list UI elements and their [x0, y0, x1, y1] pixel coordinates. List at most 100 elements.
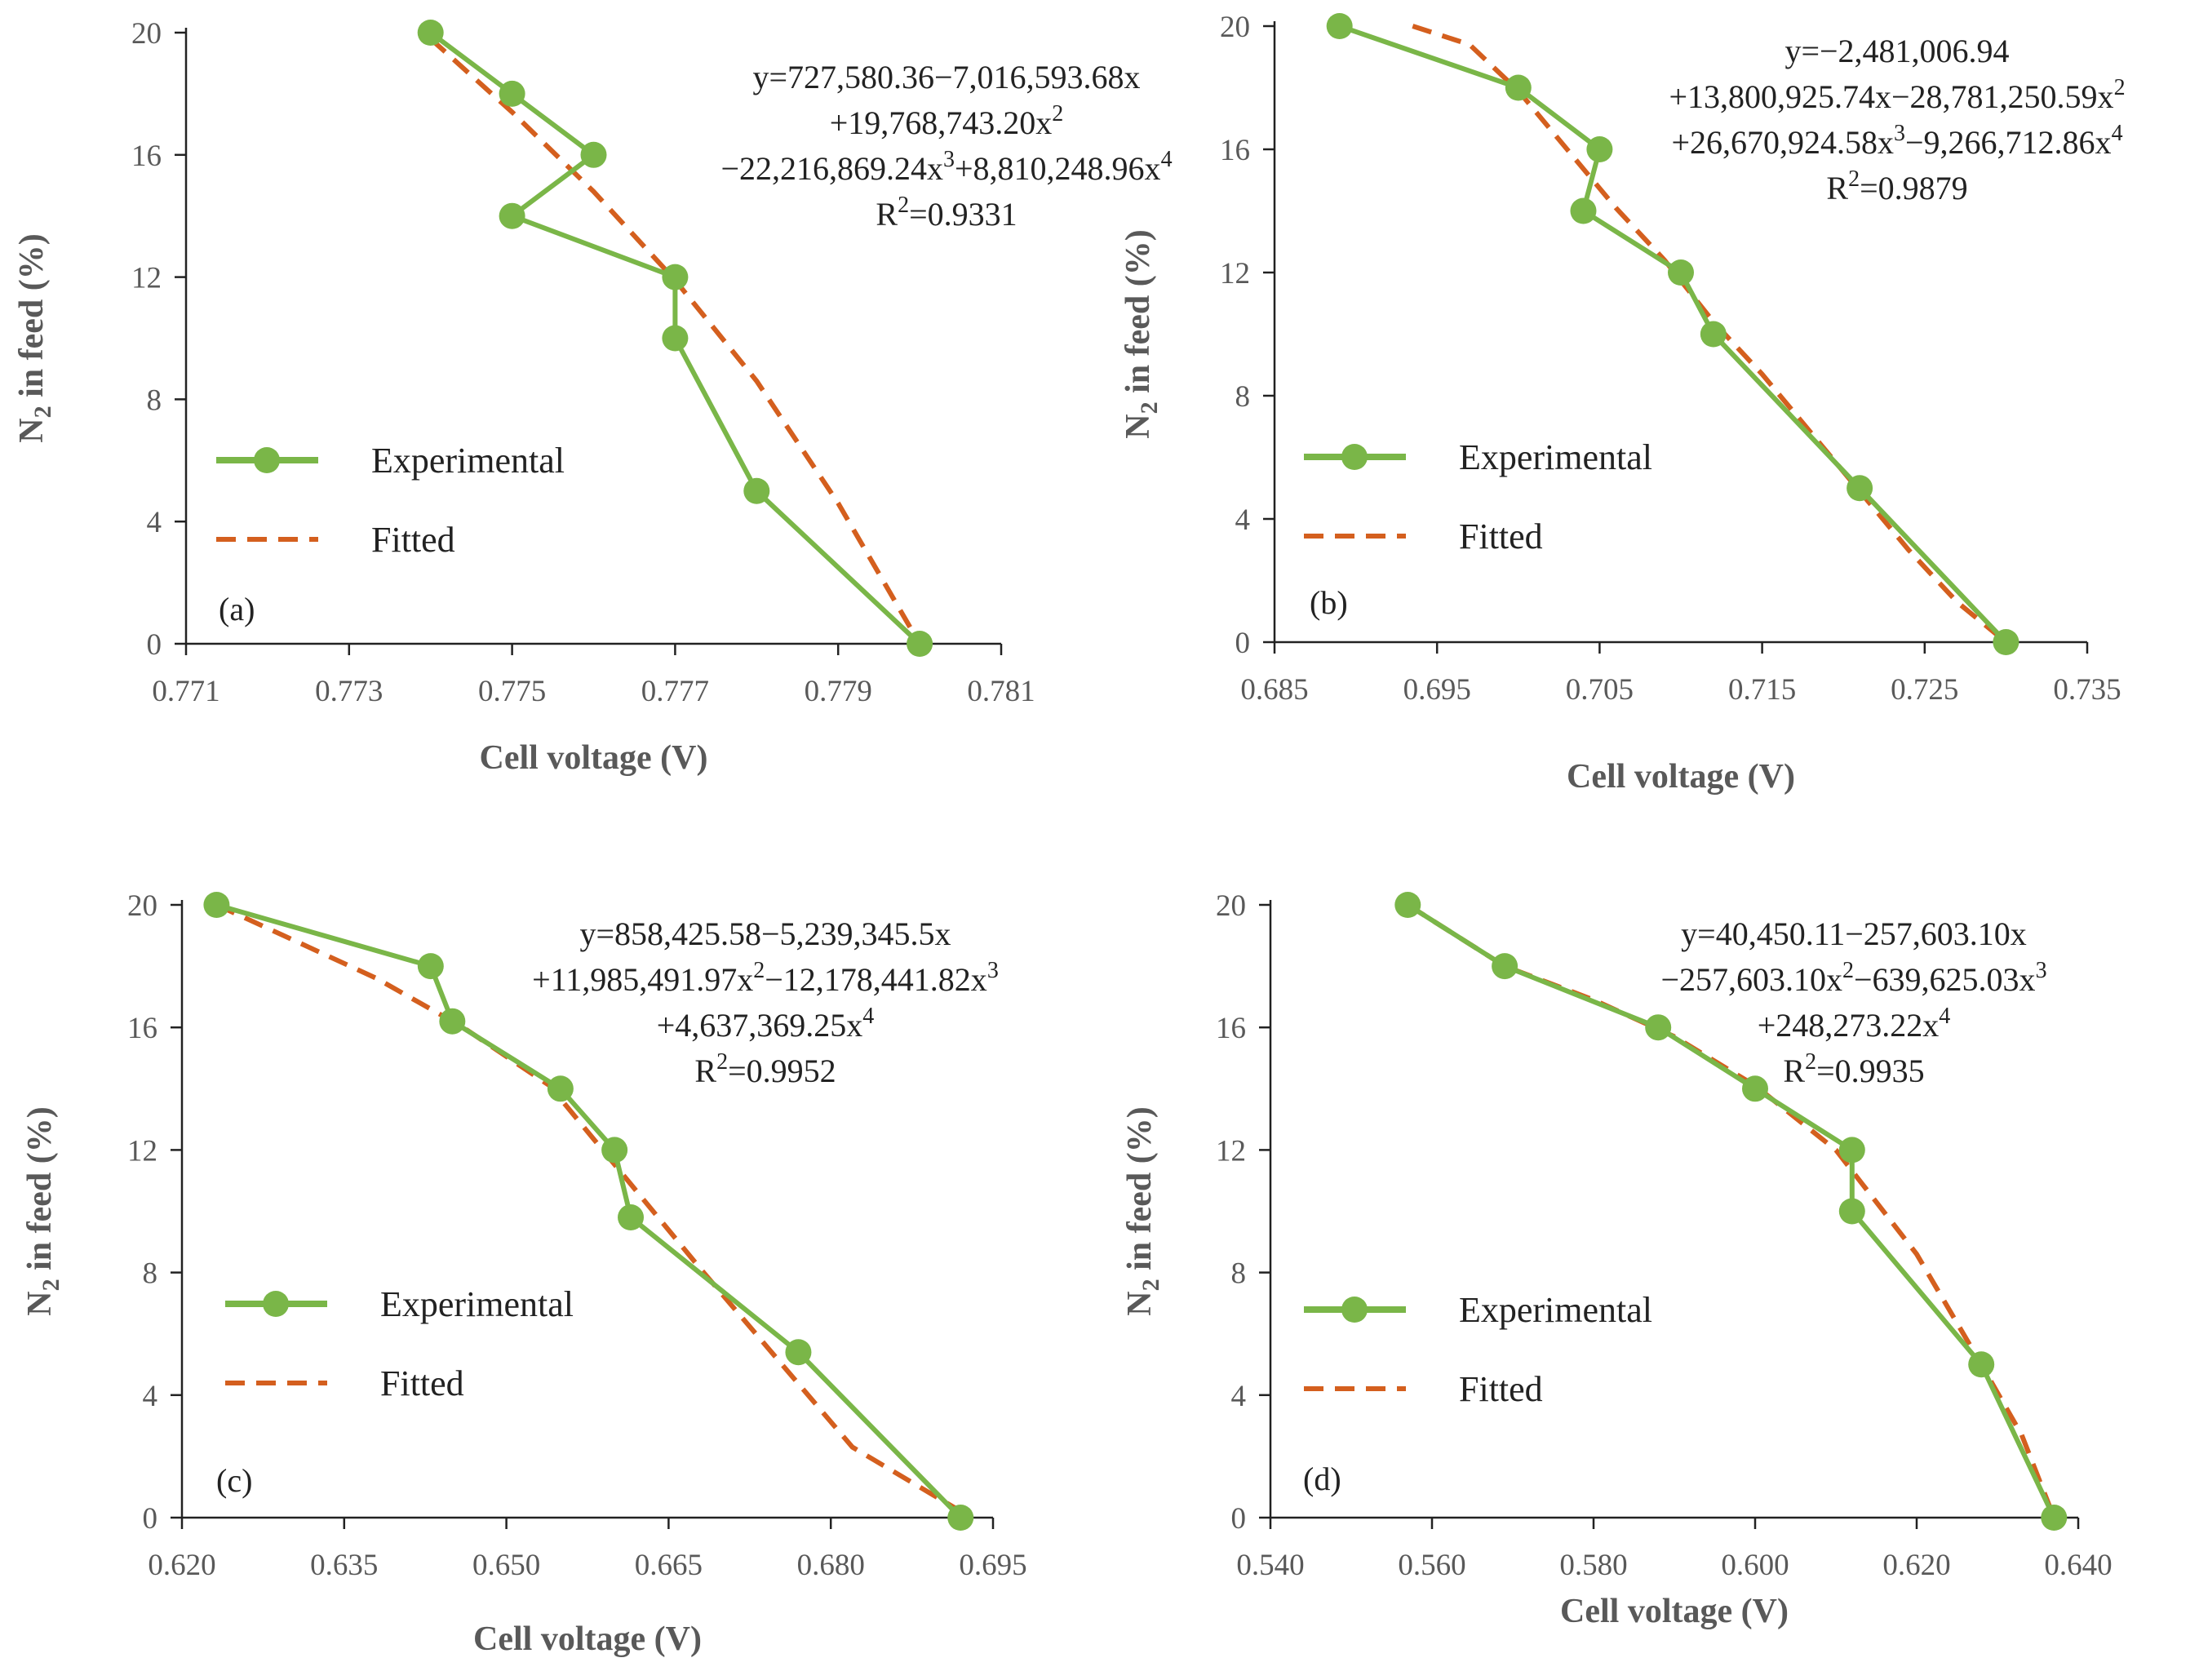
legend-fitted-label: Fitted	[371, 520, 455, 560]
y-tick-label: 12	[127, 1134, 157, 1168]
x-tick-label: 0.773	[315, 675, 383, 708]
x-axis-title: Cell voltage (V)	[1567, 758, 1795, 796]
y-tick-label: 8	[1231, 1257, 1247, 1291]
x-tick-label: 0.781	[967, 675, 1035, 708]
fit-equation-line: y=−2,481,006.94	[1784, 33, 2009, 69]
experimental-point	[547, 1075, 574, 1102]
x-tick-label: 0.540	[1236, 1549, 1304, 1582]
experimental-line	[1406, 902, 2057, 1519]
experimental-point	[203, 892, 230, 918]
y-tick-label: 20	[127, 889, 157, 923]
legend-experimental-marker	[263, 1291, 289, 1317]
y-tick-label: 16	[127, 1012, 157, 1045]
y-tick-label: 4	[143, 1380, 158, 1413]
experimental-point	[662, 325, 689, 352]
y-tick-label: 16	[131, 140, 162, 173]
fit-equation-line: +4,637,369.25x4	[657, 1004, 875, 1044]
y-tick-label: 12	[131, 262, 162, 295]
x-tick-label: 0.775	[478, 675, 546, 708]
experimental-point	[417, 953, 444, 980]
y-tick-label: 4	[1231, 1380, 1247, 1413]
experimental-point	[618, 1204, 645, 1231]
fit-equation-line: +19,768,743.20x2	[830, 101, 1064, 141]
y-tick-label: 8	[1235, 380, 1251, 414]
experimental-point	[1492, 953, 1518, 980]
x-axis-title: Cell voltage (V)	[1560, 1593, 1789, 1630]
experimental-point	[580, 141, 607, 168]
y-tick-label: 4	[1235, 503, 1251, 537]
legend-experimental-marker	[1341, 1297, 1368, 1323]
x-tick-label: 0.715	[1728, 673, 1796, 707]
chart-panel: 0 4 8 12 16 20 0.771 0.773 0.775 0.777 0.779 0.781 C…	[13, 17, 1173, 777]
y-axis-title: N2 in feed (%)	[1121, 1106, 1164, 1315]
y-tick-label: 20	[1220, 11, 1250, 44]
fit-equation-line: R2=0.9935	[1783, 1049, 1924, 1089]
x-tick-label: 0.650	[472, 1549, 540, 1582]
y-tick-label: 20	[131, 17, 162, 51]
fit-equation-line: +13,800,925.74x−28,781,250.59x2	[1669, 75, 2125, 115]
x-tick-label: 0.695	[1403, 673, 1471, 707]
experimental-point	[947, 1505, 974, 1531]
y-tick-label: 12	[1220, 257, 1250, 290]
experimental-point	[1326, 13, 1353, 39]
x-tick-label: 0.725	[1891, 673, 1958, 707]
legend-experimental-marker	[254, 447, 280, 473]
panel-label: (a)	[219, 591, 255, 627]
x-tick-label: 0.560	[1398, 1549, 1465, 1582]
panel-label: (b)	[1310, 584, 1348, 621]
experimental-point	[499, 202, 525, 229]
legend-fitted-label: Fitted	[380, 1363, 464, 1403]
x-tick-label: 0.600	[1721, 1549, 1789, 1582]
legend-experimental-label: Experimental	[1459, 1290, 1652, 1330]
fit-equation-line: y=40,450.11−257,603.10x	[1681, 915, 2027, 952]
experimental-point	[1570, 197, 1597, 224]
fit-equation-line: +26,670,924.58x3−9,266,712.86x4	[1671, 121, 2122, 161]
fit-equation-line: R2=0.9952	[694, 1049, 836, 1089]
chart-panel: 0 4 8 12 16 20 0.540 0.560 0.580 0.600 0.620 0.640 C…	[1121, 889, 2113, 1630]
experimental-point	[1838, 1198, 1865, 1225]
x-tick-label: 0.695	[959, 1549, 1026, 1582]
fit-equation-line: +11,985,491.97x2−12,178,441.82x3	[532, 958, 999, 998]
x-tick-label: 0.685	[1240, 673, 1308, 707]
experimental-point	[499, 80, 525, 107]
legend-experimental-label: Experimental	[380, 1284, 574, 1324]
fitted-curve-line	[215, 902, 973, 1520]
experimental-point	[1505, 74, 1532, 101]
y-tick-label: 0	[1235, 627, 1251, 660]
fit-equation-line: +248,273.22x4	[1758, 1004, 1951, 1044]
y-axis-title: N2 in feed (%)	[13, 233, 56, 442]
experimental-point	[1394, 892, 1421, 918]
experimental-point	[1742, 1075, 1768, 1102]
x-tick-label: 0.665	[635, 1549, 703, 1582]
y-tick-label: 0	[143, 1502, 158, 1536]
experimental-point	[1586, 136, 1613, 162]
x-axis-title: Cell voltage (V)	[473, 1620, 702, 1658]
x-tick-label: 0.640	[2044, 1549, 2112, 1582]
y-tick-label: 16	[1220, 134, 1250, 167]
y-tick-label: 8	[143, 1257, 158, 1291]
legend-experimental-label: Experimental	[371, 441, 565, 481]
fit-equation-line: −257,603.10x2−639,625.03x3	[1660, 958, 2046, 998]
fit-equation-line: −22,216,869.24x3+8,810,248.96x4	[720, 147, 1172, 187]
x-tick-label: 0.580	[1559, 1549, 1627, 1582]
y-axis-title: N2 in feed (%)	[1119, 229, 1163, 438]
x-tick-label: 0.620	[1882, 1549, 1950, 1582]
y-tick-label: 20	[1216, 889, 1246, 923]
chart-panel: 0 4 8 12 16 20 0.620 0.635 0.650 0.665 0.680 0.695 C…	[21, 889, 1027, 1658]
y-tick-label: 16	[1216, 1012, 1246, 1045]
experimental-point	[2041, 1505, 2068, 1531]
legend-fitted-label: Fitted	[1459, 516, 1543, 556]
experimental-line	[1338, 24, 2008, 645]
x-tick-label: 0.635	[310, 1549, 378, 1582]
y-tick-label: 8	[147, 383, 162, 417]
x-tick-label: 0.680	[797, 1549, 865, 1582]
legend-experimental-marker	[1341, 444, 1368, 470]
experimental-point	[601, 1137, 628, 1164]
experimental-point	[1847, 475, 1873, 502]
experimental-point	[417, 20, 444, 46]
x-tick-label: 0.735	[2053, 673, 2121, 707]
x-tick-label: 0.771	[152, 675, 219, 708]
fit-equation-line: R2=0.9879	[1826, 166, 1967, 206]
fit-equation-line: R2=0.9331	[876, 193, 1017, 233]
